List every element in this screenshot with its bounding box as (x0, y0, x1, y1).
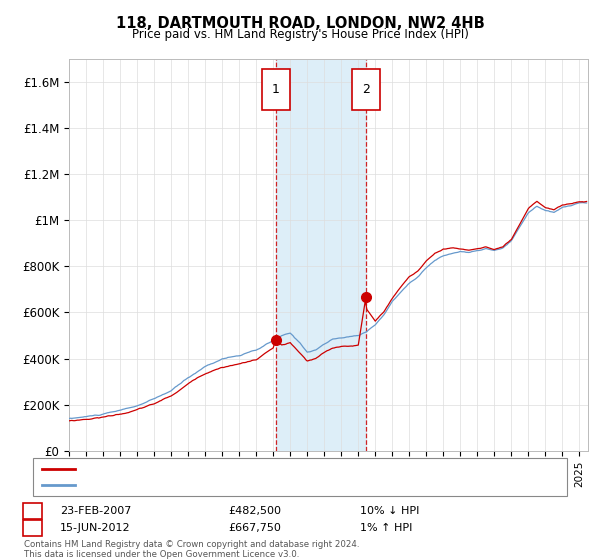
Text: 15-JUN-2012: 15-JUN-2012 (60, 523, 131, 533)
Text: £667,750: £667,750 (228, 523, 281, 533)
Text: 2: 2 (29, 523, 36, 533)
Text: 118, DARTMOUTH ROAD, LONDON, NW2 4HB (detached house): 118, DARTMOUTH ROAD, LONDON, NW2 4HB (de… (81, 464, 410, 474)
Text: 2: 2 (362, 83, 370, 96)
Text: £482,500: £482,500 (228, 506, 281, 516)
Text: 118, DARTMOUTH ROAD, LONDON, NW2 4HB: 118, DARTMOUTH ROAD, LONDON, NW2 4HB (116, 16, 484, 31)
Text: 23-FEB-2007: 23-FEB-2007 (60, 506, 131, 516)
FancyBboxPatch shape (352, 69, 380, 110)
FancyBboxPatch shape (262, 69, 290, 110)
Text: Price paid vs. HM Land Registry's House Price Index (HPI): Price paid vs. HM Land Registry's House … (131, 28, 469, 41)
Text: 1% ↑ HPI: 1% ↑ HPI (360, 523, 412, 533)
Text: 1: 1 (29, 506, 36, 516)
Text: Contains HM Land Registry data © Crown copyright and database right 2024.
This d: Contains HM Land Registry data © Crown c… (24, 540, 359, 559)
Bar (275, 59, 366, 451)
Text: 1: 1 (272, 83, 280, 96)
Text: 10% ↓ HPI: 10% ↓ HPI (360, 506, 419, 516)
Text: HPI: Average price, detached house, Brent: HPI: Average price, detached house, Bren… (81, 480, 302, 489)
